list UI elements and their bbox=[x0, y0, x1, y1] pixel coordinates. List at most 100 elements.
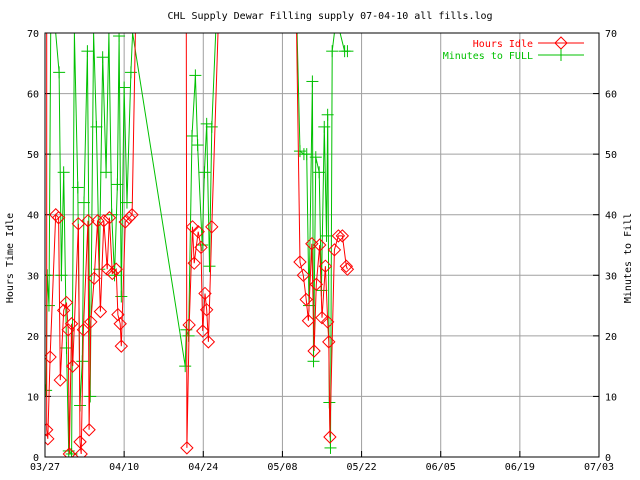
data-point-cross bbox=[90, 120, 103, 133]
data-point-diamond bbox=[335, 229, 350, 243]
y-tick-label-right: 50 bbox=[605, 150, 617, 161]
legend-label: Hours Idle bbox=[473, 39, 533, 50]
data-point-cross bbox=[81, 45, 94, 58]
data-point-diamond bbox=[62, 447, 77, 457]
x-tick-label: 04/10 bbox=[109, 462, 139, 473]
y-tick-label-left: 50 bbox=[27, 150, 39, 161]
data-point-cross bbox=[100, 166, 113, 179]
data-point-diamond bbox=[105, 266, 119, 281]
plot-series bbox=[45, 33, 355, 457]
data-point-cross bbox=[191, 139, 204, 152]
data-point-cross bbox=[45, 269, 54, 282]
data-point-diamond bbox=[45, 350, 57, 364]
y-axis-label-left: Hours Time Idle bbox=[5, 213, 16, 303]
data-point-diamond bbox=[296, 268, 311, 282]
data-point-diamond bbox=[45, 432, 55, 446]
y-tick-label-right: 30 bbox=[605, 271, 617, 282]
data-point-diamond bbox=[93, 304, 108, 319]
data-point-diamond bbox=[327, 243, 342, 257]
data-point-diamond bbox=[125, 208, 139, 222]
data-point-cross bbox=[200, 117, 213, 130]
legend-label: Minutes to FULL bbox=[443, 51, 533, 62]
data-point-diamond bbox=[309, 277, 324, 292]
y-tick-label-right: 60 bbox=[605, 90, 617, 101]
y-tick-label-left: 40 bbox=[27, 211, 39, 222]
data-point-cross bbox=[341, 45, 354, 58]
data-point-cross bbox=[185, 129, 198, 142]
data-point-cross bbox=[203, 260, 216, 273]
data-point-diamond bbox=[201, 335, 216, 349]
data-point-diamond bbox=[51, 211, 66, 225]
data-point-cross bbox=[326, 45, 339, 58]
x-tick-label: 07/03 bbox=[584, 462, 614, 473]
x-tick-label: 06/19 bbox=[505, 462, 535, 473]
data-point-diamond bbox=[198, 286, 212, 301]
data-point-cross bbox=[318, 120, 331, 133]
x-tick-label: 06/05 bbox=[426, 462, 456, 473]
data-point-diamond bbox=[331, 229, 346, 243]
data-point-cross bbox=[306, 75, 319, 88]
data-point-diamond bbox=[82, 423, 96, 437]
y-tick-label-right: 40 bbox=[605, 211, 617, 222]
data-point-cross bbox=[324, 441, 337, 454]
data-point-cross bbox=[78, 196, 91, 209]
left-tick-labels: 0 10 20 30 40 50 60 70 bbox=[27, 29, 39, 464]
y-tick-label-left: 20 bbox=[27, 332, 39, 343]
y-tick-label-left: 70 bbox=[27, 29, 39, 40]
data-point-diamond bbox=[64, 317, 79, 331]
data-point-diamond bbox=[53, 373, 67, 387]
y-tick-label-left: 0 bbox=[33, 453, 39, 464]
data-point-cross bbox=[300, 148, 313, 161]
data-point-cross bbox=[320, 229, 333, 242]
y-tick-label-left: 60 bbox=[27, 90, 39, 101]
y-tick-label-right: 10 bbox=[605, 392, 617, 403]
data-point-diamond bbox=[182, 318, 196, 332]
data-point-diamond bbox=[100, 262, 114, 276]
data-point-cross bbox=[45, 384, 53, 397]
data-point-diamond bbox=[84, 315, 98, 329]
data-point-cross bbox=[313, 166, 326, 179]
data-point-diamond bbox=[76, 323, 91, 337]
data-point-cross bbox=[71, 181, 84, 194]
data-point-cross bbox=[118, 81, 131, 94]
data-point-cross bbox=[57, 166, 70, 179]
data-point-cross bbox=[309, 151, 322, 164]
right-tick-labels: 0 10 20 30 40 50 60 70 bbox=[605, 29, 617, 464]
y-axis-label-right: Minutes to Fill bbox=[623, 213, 634, 303]
data-point-diamond bbox=[61, 323, 75, 337]
x-tick-label: 05/08 bbox=[267, 462, 297, 473]
data-point-diamond bbox=[199, 303, 214, 317]
data-point-diamond bbox=[114, 339, 129, 353]
data-point-cross bbox=[53, 66, 66, 79]
x-tick-label: 05/22 bbox=[347, 462, 377, 473]
data-point-diamond bbox=[102, 211, 117, 225]
data-point-diamond bbox=[118, 215, 132, 229]
data-point-diamond bbox=[185, 220, 200, 234]
data-point-diamond bbox=[313, 238, 327, 252]
x-tick-label: 04/24 bbox=[188, 462, 218, 473]
data-point-diamond bbox=[65, 359, 80, 373]
data-point-diamond bbox=[56, 303, 71, 318]
y-tick-label-left: 30 bbox=[27, 271, 39, 282]
y-tick-label-right: 70 bbox=[605, 29, 617, 40]
data-point-cross bbox=[84, 390, 97, 403]
data-point-cross bbox=[307, 355, 320, 368]
data-point-diamond bbox=[59, 295, 74, 310]
data-point-diamond bbox=[122, 211, 136, 225]
data-point-diamond bbox=[90, 214, 105, 228]
data-point-diamond bbox=[187, 256, 201, 270]
data-point-diamond bbox=[81, 214, 95, 228]
data-point-diamond bbox=[113, 317, 127, 331]
data-point-cross bbox=[205, 120, 218, 133]
data-point-diamond bbox=[339, 259, 354, 273]
data-point-diamond bbox=[307, 344, 321, 358]
y-tick-label-right: 20 bbox=[605, 332, 617, 343]
data-point-diamond bbox=[340, 262, 355, 276]
chart-title: CHL Supply Dewar Filling supply 07-04-10… bbox=[167, 11, 492, 22]
data-point-cross bbox=[179, 360, 192, 373]
data-point-cross bbox=[111, 178, 124, 191]
data-point-cross bbox=[120, 196, 133, 209]
data-point-diamond bbox=[318, 259, 333, 273]
data-point-diamond bbox=[301, 314, 316, 328]
